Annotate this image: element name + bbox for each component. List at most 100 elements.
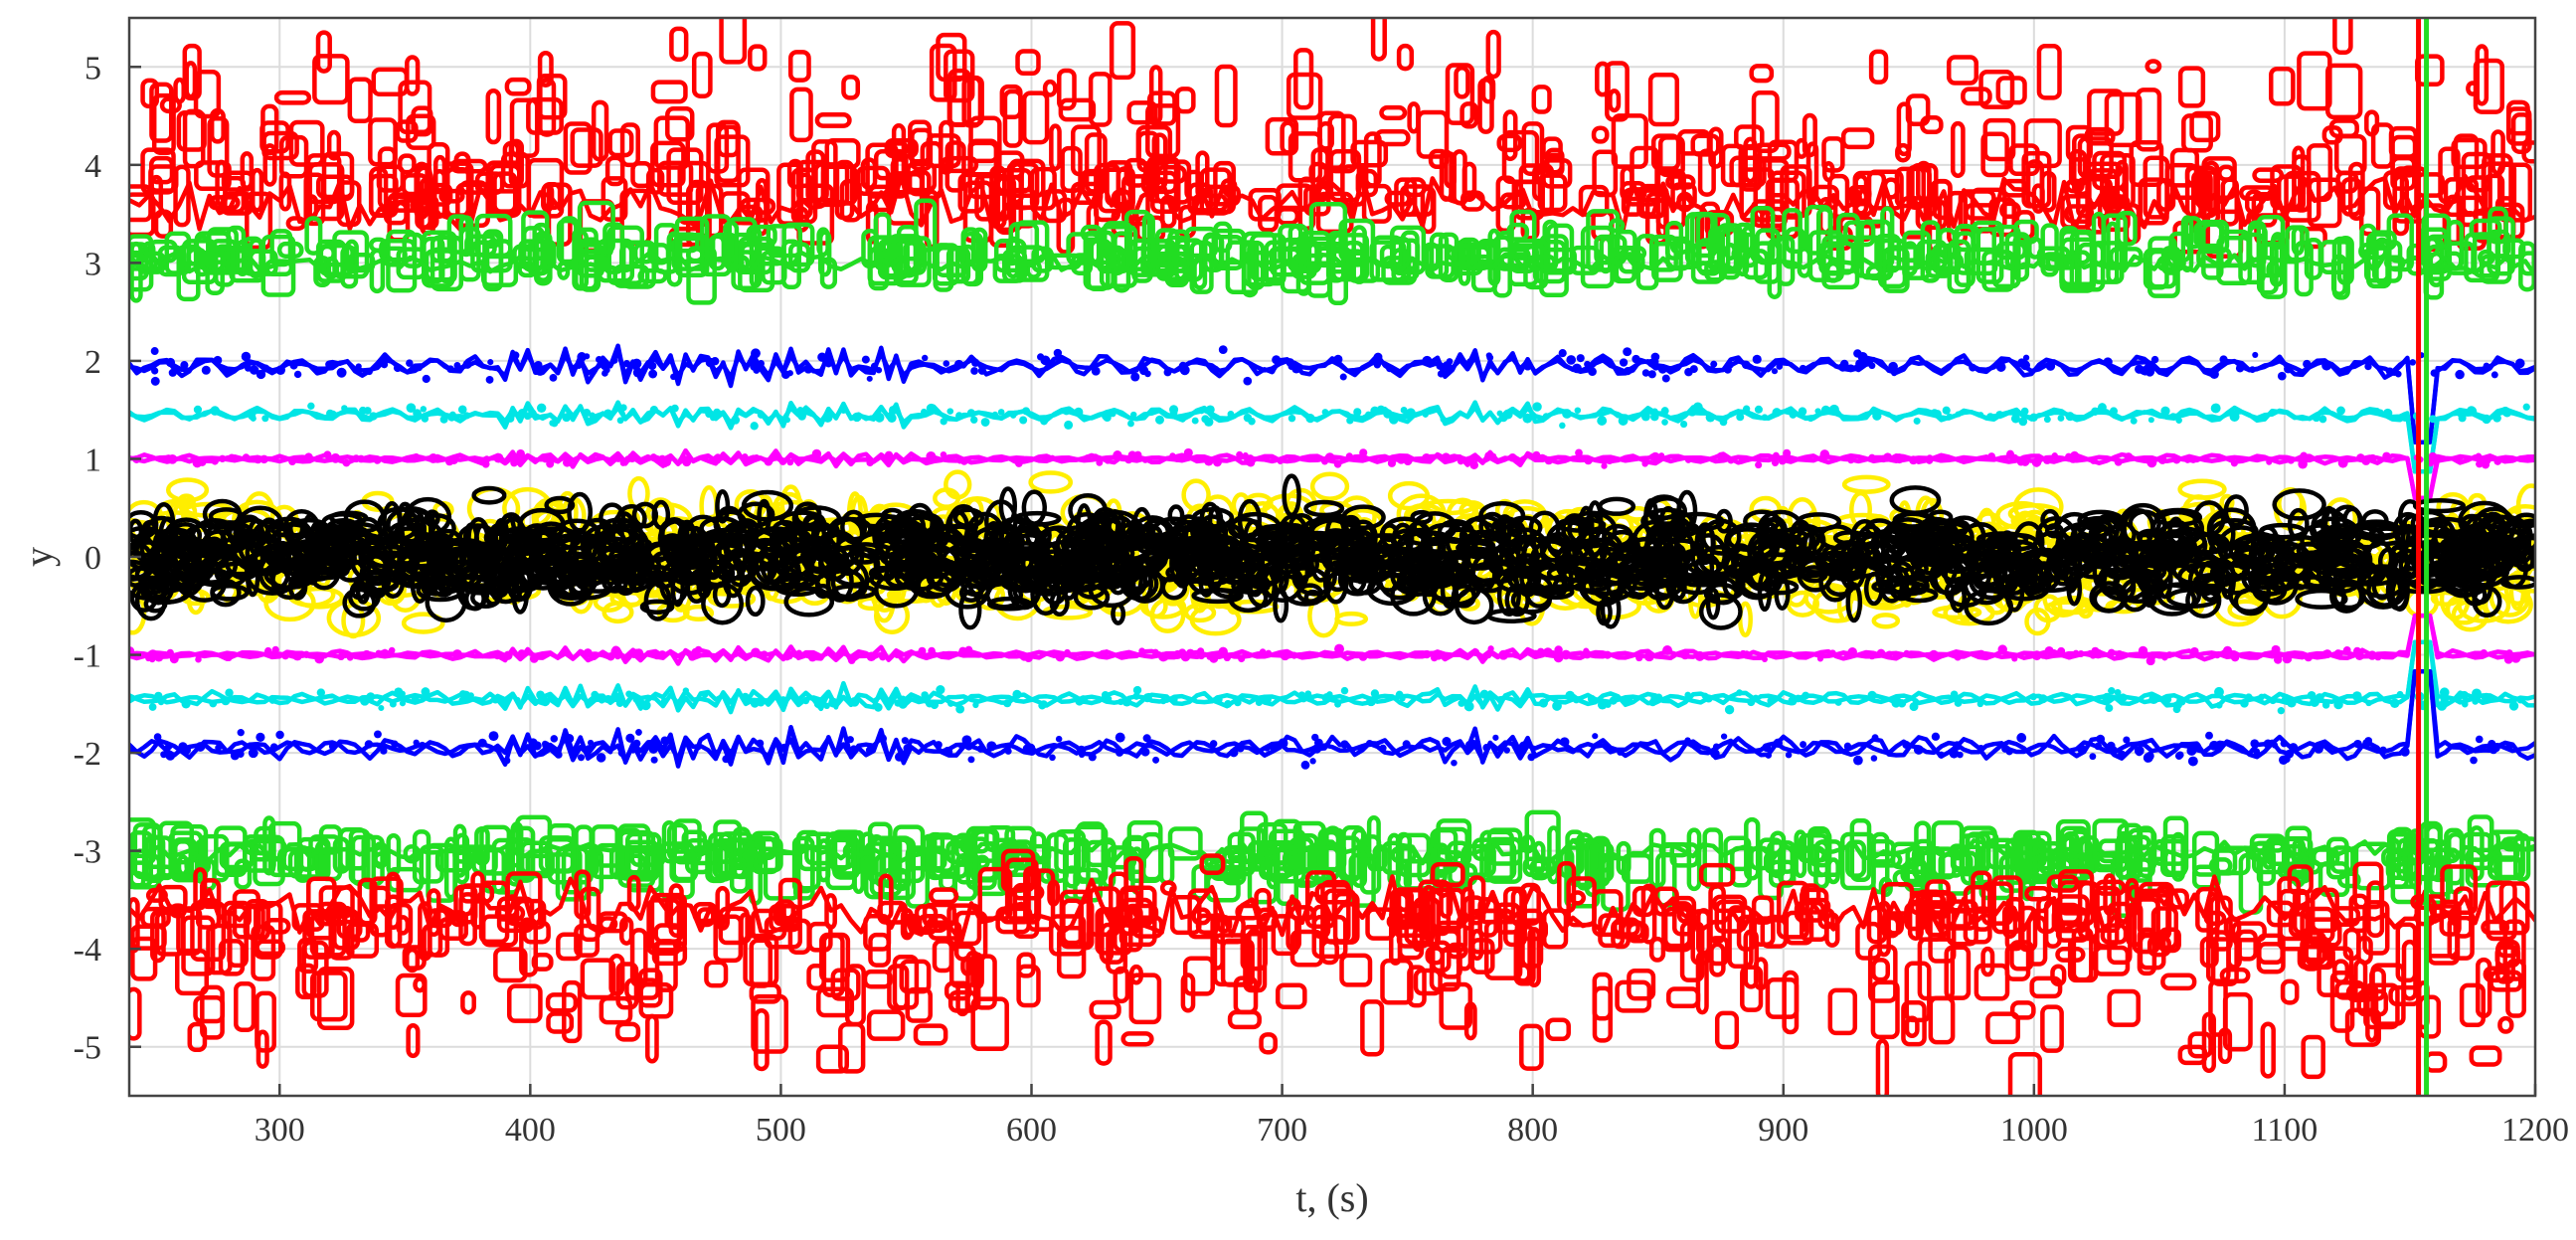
series-point [2483, 362, 2490, 370]
series-point [750, 361, 760, 372]
series-point [483, 455, 491, 463]
series-point [1074, 407, 1084, 417]
series-point [413, 411, 422, 420]
series-contour [129, 184, 153, 223]
series-point [555, 751, 563, 759]
series-point [2336, 406, 2345, 416]
series-point [1197, 652, 1205, 660]
series-point [770, 451, 780, 461]
series-contour [207, 116, 230, 178]
series-point [1518, 741, 1529, 752]
series-contour [1149, 597, 1186, 633]
series-point [148, 703, 157, 711]
series-point [550, 419, 559, 428]
series-point [2252, 351, 2259, 358]
series-contour [2065, 178, 2085, 194]
series-contour [518, 239, 557, 270]
series-point [1234, 698, 1242, 707]
series-point [1650, 451, 1660, 462]
series-contour [1731, 246, 1748, 263]
series-point [542, 740, 549, 747]
series-contour [507, 983, 543, 1023]
series-contour [1070, 124, 1102, 177]
series-point [957, 649, 965, 656]
series-contour [1980, 131, 2009, 178]
series-point [2148, 694, 2159, 705]
series-point [710, 357, 720, 366]
series-point [1064, 648, 1071, 656]
series-point [1183, 447, 1193, 457]
series-contour [1145, 103, 1181, 159]
series-contour [288, 119, 325, 167]
series-contour [1751, 90, 1780, 154]
series-point [488, 731, 499, 742]
series-contour [1720, 143, 1748, 188]
series-point [2038, 694, 2048, 704]
series-point [2482, 414, 2491, 425]
series-contour [446, 214, 470, 255]
series-point [1282, 649, 1290, 658]
series-point [970, 416, 978, 424]
series-point [209, 699, 218, 708]
series-point [1738, 457, 1746, 464]
series-point [731, 416, 741, 425]
series-point [448, 411, 456, 419]
series-point [1479, 689, 1489, 699]
series-point [1603, 650, 1612, 659]
series-point [342, 458, 351, 467]
series-point [1802, 691, 1810, 700]
series-point [936, 684, 945, 695]
series-point [1268, 367, 1276, 375]
series-contour [245, 191, 273, 251]
series-point [477, 738, 487, 748]
series-point [1004, 747, 1012, 755]
series-point [1155, 415, 1164, 425]
series-contour [2143, 155, 2170, 220]
series-point [193, 405, 203, 415]
series-point [2342, 645, 2351, 654]
series-contour [1334, 611, 1369, 626]
series-point [1209, 740, 1218, 748]
series-contour [1369, 240, 1407, 282]
series-point [1223, 653, 1232, 662]
series-contour [630, 160, 653, 189]
series-contour [691, 51, 713, 98]
series-point [1762, 743, 1772, 753]
series-point [1619, 358, 1629, 367]
series-point [2022, 354, 2030, 361]
series-point [248, 412, 257, 421]
series-point [511, 351, 520, 360]
series-point [1997, 644, 2007, 654]
series-contour [1502, 109, 1518, 162]
series-contour [1126, 100, 1158, 125]
series-point [584, 353, 591, 360]
series-contour [209, 107, 226, 144]
series-point [590, 651, 598, 659]
series-point [2321, 360, 2332, 371]
series-point [1635, 653, 1643, 662]
series-point [632, 694, 641, 703]
series-point [2042, 455, 2052, 464]
series-contour [2085, 161, 2123, 179]
series-contour [2238, 185, 2276, 201]
series-point [1819, 449, 1830, 459]
series-contour [1351, 225, 1367, 284]
series-contour [958, 589, 982, 630]
series-point [1871, 734, 1879, 741]
series-contour [945, 140, 966, 193]
series-point [926, 403, 937, 414]
series-point [875, 367, 883, 374]
series-point [2016, 733, 2027, 743]
series-point [1785, 751, 1793, 759]
series-contour [748, 44, 768, 72]
series-point [861, 355, 870, 364]
series-point [2109, 407, 2119, 416]
series-point [1334, 643, 1345, 654]
series-point [256, 732, 265, 742]
series-point [2493, 457, 2502, 465]
series-point [151, 367, 159, 375]
series-point [341, 405, 348, 412]
series-point [2098, 403, 2107, 413]
series-contour [861, 229, 880, 269]
